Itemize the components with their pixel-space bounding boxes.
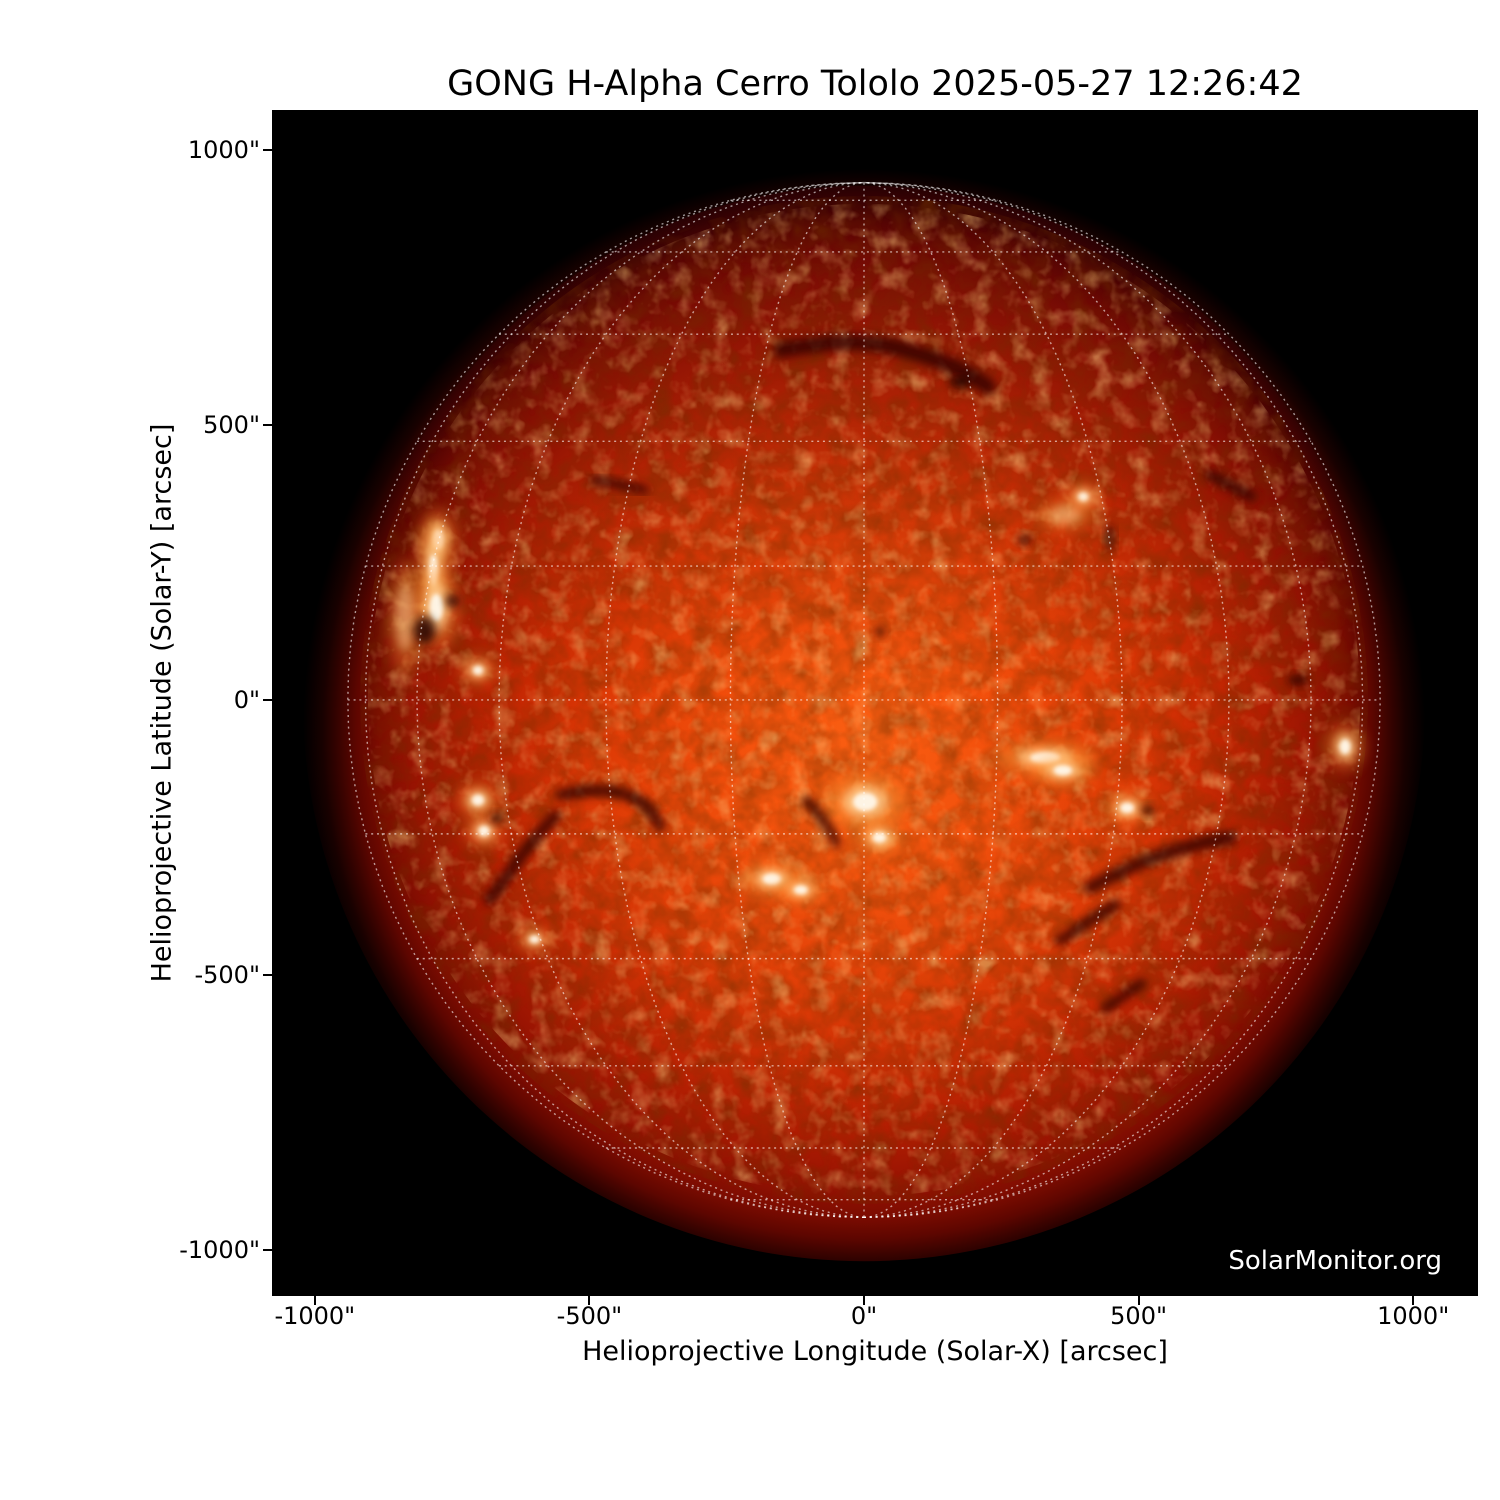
x-axis-label: Helioprojective Longitude (Solar-X) [arc…	[582, 1336, 1168, 1367]
plage-region	[777, 876, 824, 904]
filament	[1100, 978, 1147, 1014]
filament	[1054, 899, 1122, 946]
x-tick-mark	[1137, 1296, 1140, 1305]
longitude-gridline	[863, 181, 1364, 1218]
longitude-gridline	[347, 181, 865, 1218]
y-tick-mark	[263, 423, 272, 426]
dark-spot	[490, 813, 503, 824]
longitude-gridline	[605, 181, 865, 1218]
x-tick-label: 0"	[850, 1302, 878, 1330]
x-tick-mark	[863, 1296, 866, 1305]
y-tick-label: 500"	[203, 410, 260, 439]
plot-area: SolarMonitor.org	[272, 110, 1478, 1296]
y-tick-label: 0"	[233, 685, 260, 714]
y-tick-mark	[263, 974, 272, 977]
x-tick-mark	[588, 1296, 591, 1305]
longitude-gridline	[863, 181, 1381, 1218]
longitude-gridline	[498, 181, 865, 1218]
y-tick-mark	[263, 1249, 272, 1252]
x-tick-label: -500"	[556, 1302, 623, 1330]
plage-region	[517, 927, 552, 951]
filament	[773, 334, 996, 395]
filament	[555, 784, 666, 832]
heliographic-grid	[347, 181, 1381, 1218]
plage-region	[1104, 792, 1151, 824]
filament	[1083, 830, 1238, 894]
dark-spot	[413, 616, 436, 644]
filament	[590, 475, 649, 495]
filament	[801, 795, 842, 849]
filament	[1205, 469, 1257, 502]
x-tick-label: 1000"	[1377, 1302, 1450, 1330]
dark-spot	[1017, 534, 1033, 545]
plage-region	[387, 559, 423, 675]
dark-spot	[949, 375, 972, 388]
y-tick-mark	[263, 698, 272, 701]
x-tick-label: -1000"	[274, 1302, 356, 1330]
x-tick-mark	[1412, 1296, 1415, 1305]
plage-region	[1036, 499, 1094, 531]
solar-features	[387, 334, 1364, 1014]
filament	[483, 809, 562, 906]
dark-spot	[1106, 523, 1114, 552]
plage-region	[856, 821, 903, 854]
y-tick-label: 1000"	[187, 135, 260, 164]
x-tick-label: 500"	[1110, 1302, 1168, 1330]
watermark: SolarMonitor.org	[1228, 1246, 1442, 1276]
solar-disk-image	[302, 138, 1426, 1262]
y-tick-label: -500"	[194, 961, 260, 990]
longitude-gridline	[364, 181, 865, 1218]
dark-spot	[445, 594, 460, 607]
dark-spot	[1141, 805, 1154, 815]
plage-region	[465, 815, 503, 847]
page-title: GONG H-Alpha Cerro Tololo 2025-05-27 12:…	[447, 64, 1303, 104]
x-tick-mark	[313, 1296, 316, 1305]
longitude-gridline	[863, 181, 1230, 1218]
plage-region	[1031, 754, 1094, 787]
plage-region	[460, 656, 496, 684]
plage-region	[823, 773, 907, 831]
y-tick-mark	[263, 148, 272, 151]
dark-spot	[875, 626, 885, 637]
plage-region	[1326, 723, 1364, 770]
longitude-gridline	[863, 181, 1123, 1218]
dark-spot	[1287, 675, 1308, 686]
plage-region	[457, 783, 499, 817]
y-tick-label: -1000"	[179, 1236, 260, 1265]
